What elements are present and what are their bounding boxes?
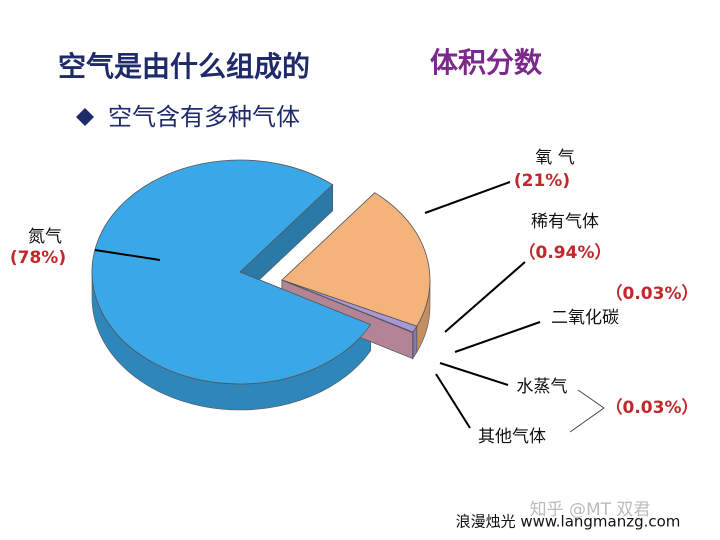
bullet-text: 空气含有多种气体 (108, 103, 300, 131)
leader-line (435, 373, 471, 429)
leader-line (439, 362, 509, 386)
slice-name: 其他气体 (478, 427, 546, 447)
slice-name: 二氧化碳 (551, 308, 619, 328)
bullet-icon (76, 108, 94, 126)
slice (281, 192, 431, 327)
slide-title: 空气是由什么组成的 (58, 50, 310, 83)
slice-value: （0.03%） (606, 397, 699, 418)
watermark: 知乎 @MT 双君 (530, 500, 651, 520)
leader-line (94, 249, 161, 261)
leader-line (424, 181, 511, 214)
leader-line (444, 261, 526, 333)
slice-value: （0.94%） (519, 242, 612, 263)
slice-name: 水蒸气 (517, 377, 568, 397)
slide-subtitle: 体积分数 (430, 46, 543, 79)
leader-line (454, 321, 541, 353)
slice-value: (21%) (514, 171, 570, 191)
slice-name: 稀有气体 (531, 212, 599, 232)
footer: 浪漫烛光 www.langmanzg.com (456, 513, 681, 531)
slice-value: (78%) (10, 248, 66, 268)
slice-value: （0.03%） (606, 283, 699, 304)
slice-name: 氮气 (28, 227, 62, 247)
slice (91, 159, 372, 385)
bracket (569, 389, 605, 433)
slice (281, 279, 414, 334)
slice-name: 氧 气 (535, 148, 574, 168)
